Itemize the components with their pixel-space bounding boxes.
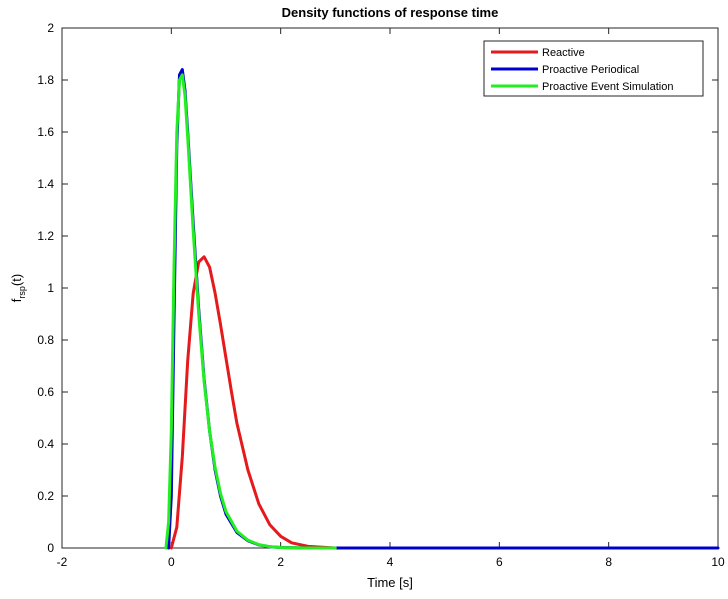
y-tick-label: 1 bbox=[47, 281, 54, 295]
legend-label-proactive-periodical: Proactive Periodical bbox=[542, 64, 639, 76]
y-tick-label: 2 bbox=[47, 21, 54, 35]
y-tick-label: 0.8 bbox=[37, 333, 54, 347]
y-tick-label: 1.6 bbox=[37, 125, 54, 139]
y-tick-label: 0.6 bbox=[37, 385, 54, 399]
plot-area bbox=[61, 27, 719, 549]
x-axis-label: Time [s] bbox=[367, 575, 413, 590]
x-tick-label: 0 bbox=[168, 555, 175, 569]
y-tick-label: 1.2 bbox=[37, 229, 54, 243]
y-axis-label-suffix: (t) bbox=[9, 274, 24, 286]
y-axis-label-main: f bbox=[9, 298, 24, 302]
x-tick-label: 6 bbox=[496, 555, 503, 569]
y-tick-label: 1.8 bbox=[37, 73, 54, 87]
series-line-proactive-event-simulation bbox=[164, 73, 337, 550]
series-line-reactive bbox=[169, 255, 337, 550]
legend: Reactive Proactive Periodical Proactive … bbox=[483, 40, 704, 97]
chart-title: Density functions of response time bbox=[282, 5, 499, 20]
y-tick-label: 1.4 bbox=[37, 177, 54, 191]
x-tick-label: 10 bbox=[711, 555, 725, 569]
y-axis-label: frsp(t) bbox=[9, 274, 27, 302]
y-tick-label: 0.4 bbox=[37, 437, 54, 451]
x-tick-label: 4 bbox=[387, 555, 394, 569]
legend-label-proactive-event-simulation: Proactive Event Simulation bbox=[542, 81, 673, 93]
x-tick-label: 2 bbox=[277, 555, 284, 569]
legend-label-reactive: Reactive bbox=[542, 47, 585, 59]
y-tick-label: 0 bbox=[47, 541, 54, 555]
x-tick-label: -2 bbox=[57, 555, 68, 569]
series-lines bbox=[164, 68, 720, 550]
y-tick-label: 0.2 bbox=[37, 489, 54, 503]
x-tick-label: 8 bbox=[605, 555, 612, 569]
y-axis-label-sub: rsp bbox=[17, 286, 27, 299]
axis-ticks bbox=[61, 27, 719, 549]
